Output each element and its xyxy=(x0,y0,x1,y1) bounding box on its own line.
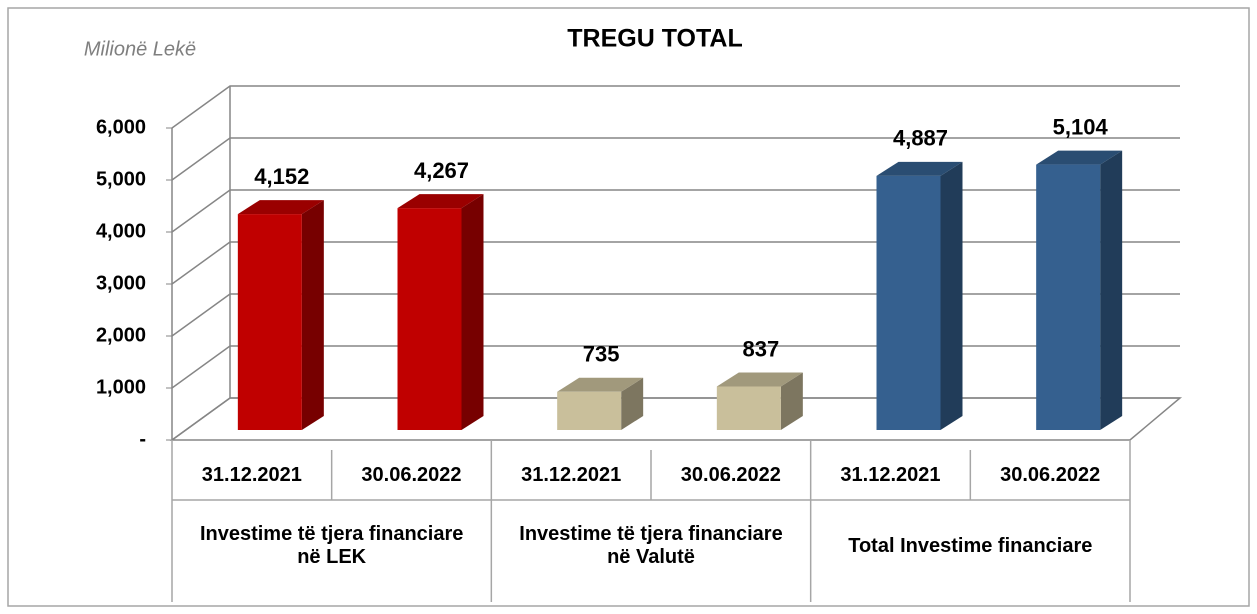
bar-side xyxy=(940,161,963,430)
bar xyxy=(237,214,302,430)
y-tick-label: 6,000 xyxy=(96,116,146,138)
bar-top xyxy=(1036,150,1123,165)
bar-top xyxy=(557,377,644,392)
bar-side xyxy=(461,194,484,430)
bar xyxy=(397,208,462,430)
group-label: Investime të tjera financiare në LEK xyxy=(199,523,464,568)
x-tick-label: 31.12.2021 xyxy=(840,463,941,486)
grid-line xyxy=(171,345,1180,389)
x-tick-label: 31.12.2021 xyxy=(201,463,302,486)
bar-top xyxy=(237,200,324,215)
bar-top xyxy=(876,161,963,176)
bar-top xyxy=(716,372,803,387)
value-label: 837 xyxy=(742,336,779,361)
y-tick-label: 4,000 xyxy=(96,220,146,242)
bar xyxy=(557,391,622,430)
bar-top xyxy=(397,194,484,209)
value-label: 4,152 xyxy=(254,164,309,189)
value-label: 5,104 xyxy=(1053,114,1109,139)
group-label: Total Investime financiare xyxy=(848,534,1093,557)
grid-line xyxy=(171,189,1180,233)
x-tick-label: 30.06.2022 xyxy=(361,463,462,486)
bar xyxy=(1036,164,1101,431)
y-tick-label: 3,000 xyxy=(96,272,146,294)
bar-side xyxy=(780,372,803,430)
x-tick-label: 30.06.2022 xyxy=(1000,463,1101,486)
y-axis-label: Milionë Lekë xyxy=(84,38,196,60)
y-tick-label: 1,000 xyxy=(96,376,146,398)
x-tick-label: 31.12.2021 xyxy=(521,463,622,486)
group-label: Investime të tjera financiare në Valutë xyxy=(519,523,783,568)
bar-side xyxy=(621,377,644,430)
bar-side xyxy=(301,200,324,430)
bar xyxy=(876,175,941,430)
value-label: 735 xyxy=(583,342,620,367)
y-tick-label: - xyxy=(139,428,146,450)
chart-title: TREGU TOTAL xyxy=(567,25,742,53)
grid-line xyxy=(171,137,1180,181)
bar xyxy=(716,386,781,430)
grid-line xyxy=(171,85,1180,129)
value-label: 4,267 xyxy=(414,158,469,183)
value-label: 4,887 xyxy=(893,126,948,151)
bar-side xyxy=(1100,150,1123,431)
grid-line xyxy=(171,241,1180,285)
grid-line xyxy=(171,293,1180,337)
x-tick-label: 30.06.2022 xyxy=(680,463,781,486)
y-tick-label: 5,000 xyxy=(96,168,146,190)
y-tick-label: 2,000 xyxy=(96,324,146,346)
